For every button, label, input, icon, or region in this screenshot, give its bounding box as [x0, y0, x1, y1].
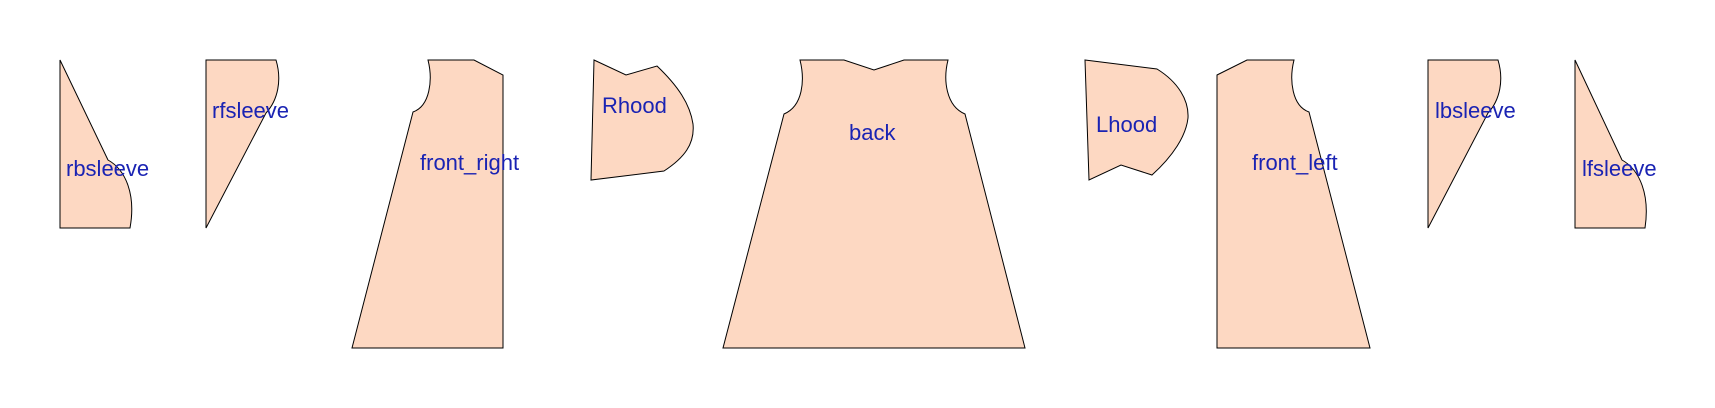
piece-rbsleeve-shape [59, 59, 133, 229]
piece-lbsleeve[interactable]: lbsleeve [1427, 59, 1516, 229]
piece-lbsleeve-shape [1427, 59, 1502, 229]
piece-rfsleeve-shape [205, 59, 280, 229]
piece-lfsleeve[interactable]: lfsleeve [1574, 59, 1657, 229]
piece-lhood[interactable]: Lhood [1084, 59, 1189, 181]
piece-lbsleeve-label: lbsleeve [1435, 98, 1516, 123]
piece-rfsleeve[interactable]: rfsleeve [205, 59, 289, 229]
piece-rbsleeve-label: rbsleeve [66, 156, 149, 181]
piece-rhood-shape [590, 59, 694, 181]
piece-front-right-shape [351, 59, 504, 349]
piece-front-right-label: front_right [420, 150, 519, 175]
piece-front-left-label: front_left [1252, 150, 1338, 175]
piece-rbsleeve[interactable]: rbsleeve [59, 59, 149, 229]
piece-back[interactable]: back [722, 59, 1026, 349]
piece-front-left-shape [1216, 59, 1371, 349]
piece-back-label: back [849, 120, 896, 145]
piece-rhood[interactable]: Rhood [590, 59, 694, 181]
piece-front-left[interactable]: front_left [1216, 59, 1371, 349]
piece-lhood-shape [1084, 59, 1189, 181]
piece-rhood-label: Rhood [602, 93, 667, 118]
piece-lhood-label: Lhood [1096, 112, 1157, 137]
piece-lfsleeve-label: lfsleeve [1582, 156, 1657, 181]
piece-back-shape [722, 59, 1026, 349]
piece-front-right[interactable]: front_right [351, 59, 519, 349]
piece-rfsleeve-label: rfsleeve [212, 98, 289, 123]
piece-lfsleeve-shape [1574, 59, 1647, 229]
